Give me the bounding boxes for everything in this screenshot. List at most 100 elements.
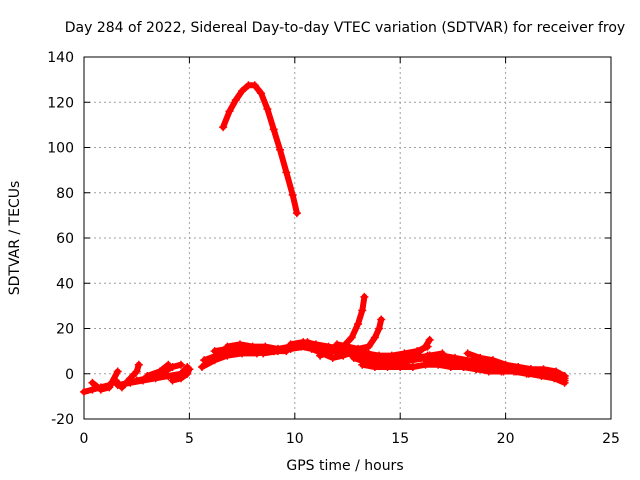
data-point — [282, 168, 291, 177]
data-point — [413, 353, 422, 362]
data-point — [349, 353, 358, 362]
data-point — [126, 378, 135, 387]
data-point — [488, 356, 497, 365]
data-point — [560, 372, 569, 381]
data-point — [463, 349, 472, 358]
data-point — [421, 342, 430, 351]
y-tick-label: 80 — [56, 186, 74, 202]
data-point — [375, 324, 384, 333]
y-tick-label: 120 — [47, 95, 74, 111]
data-point — [316, 342, 325, 351]
data-point — [80, 387, 88, 396]
data-point — [552, 369, 561, 378]
data-point — [183, 369, 192, 378]
x-tick-label: 15 — [391, 431, 409, 447]
y-tick-label: -20 — [51, 412, 74, 428]
data-point — [273, 347, 282, 356]
data-point — [514, 362, 523, 371]
data-point — [526, 365, 535, 374]
data-point — [113, 381, 122, 390]
y-tick-label: 20 — [56, 322, 74, 338]
chart-title: Day 284 of 2022, Sidereal Day-to-day VTE… — [65, 20, 625, 36]
data-point — [341, 349, 350, 358]
data-point — [168, 376, 177, 385]
data-point — [499, 367, 508, 376]
data-point — [400, 356, 409, 365]
data-point — [263, 105, 272, 114]
data-point — [223, 342, 232, 351]
data-point — [248, 342, 257, 351]
data-point — [358, 306, 367, 315]
x-tick-label: 5 — [185, 431, 194, 447]
data-point — [286, 340, 295, 349]
data-point — [164, 372, 173, 381]
series-arc-f — [168, 365, 194, 385]
y-tick-label: 40 — [56, 276, 74, 292]
data-point — [408, 362, 417, 371]
data-point — [303, 338, 312, 347]
data-point — [176, 360, 185, 369]
data-point — [461, 360, 470, 369]
data-point — [257, 89, 266, 98]
data-point — [88, 378, 97, 387]
data-point — [387, 351, 396, 360]
data-point — [364, 342, 373, 351]
data-point — [501, 360, 510, 369]
data-point — [438, 351, 447, 360]
y-tick-label: 100 — [47, 141, 74, 157]
data-point — [421, 356, 430, 365]
x-tick-label: 10 — [286, 431, 304, 447]
data-point — [347, 333, 356, 342]
series-arc-peak — [219, 81, 301, 218]
data-point — [231, 95, 240, 104]
series-arc-o — [332, 315, 386, 353]
data-point — [425, 335, 434, 344]
series-line — [89, 368, 121, 393]
y-axis-label: SDTVAR / TECUs — [7, 181, 23, 296]
series-line — [169, 366, 193, 384]
data-point — [143, 372, 152, 381]
x-tick-label: 20 — [497, 431, 515, 447]
data-point — [113, 367, 122, 376]
data-point — [434, 358, 443, 367]
data-point — [343, 342, 352, 351]
data-point — [88, 385, 97, 394]
data-layer — [80, 81, 569, 396]
data-point — [164, 360, 173, 369]
x-axis-label: GPS time / hours — [286, 458, 403, 474]
data-point — [185, 365, 194, 374]
x-tick-label: 0 — [80, 431, 89, 447]
data-point — [448, 358, 457, 367]
data-point — [132, 376, 141, 385]
data-point — [385, 360, 394, 369]
x-tick-label: 25 — [602, 431, 620, 447]
data-point — [176, 374, 185, 383]
data-point — [316, 351, 325, 360]
series-line — [449, 359, 568, 386]
data-point — [375, 351, 384, 360]
data-point — [198, 362, 207, 371]
series-line — [220, 82, 300, 217]
plot-frame — [83, 56, 612, 420]
data-point — [370, 362, 379, 371]
data-point — [476, 353, 485, 362]
data-point — [486, 365, 495, 374]
y-tick-label: 140 — [47, 50, 74, 66]
data-point — [269, 125, 278, 134]
data-point — [358, 360, 367, 369]
data-point — [132, 367, 141, 376]
data-point — [235, 340, 244, 349]
data-point — [219, 123, 228, 132]
data-point — [292, 209, 301, 218]
data-point — [328, 347, 337, 356]
data-point — [250, 81, 259, 90]
data-point — [259, 349, 268, 358]
data-point — [354, 344, 363, 353]
data-point — [539, 367, 548, 376]
y-tick-label: 60 — [56, 231, 74, 247]
data-point — [105, 383, 114, 392]
data-point — [134, 360, 143, 369]
data-point — [96, 385, 105, 394]
data-point — [354, 319, 363, 328]
